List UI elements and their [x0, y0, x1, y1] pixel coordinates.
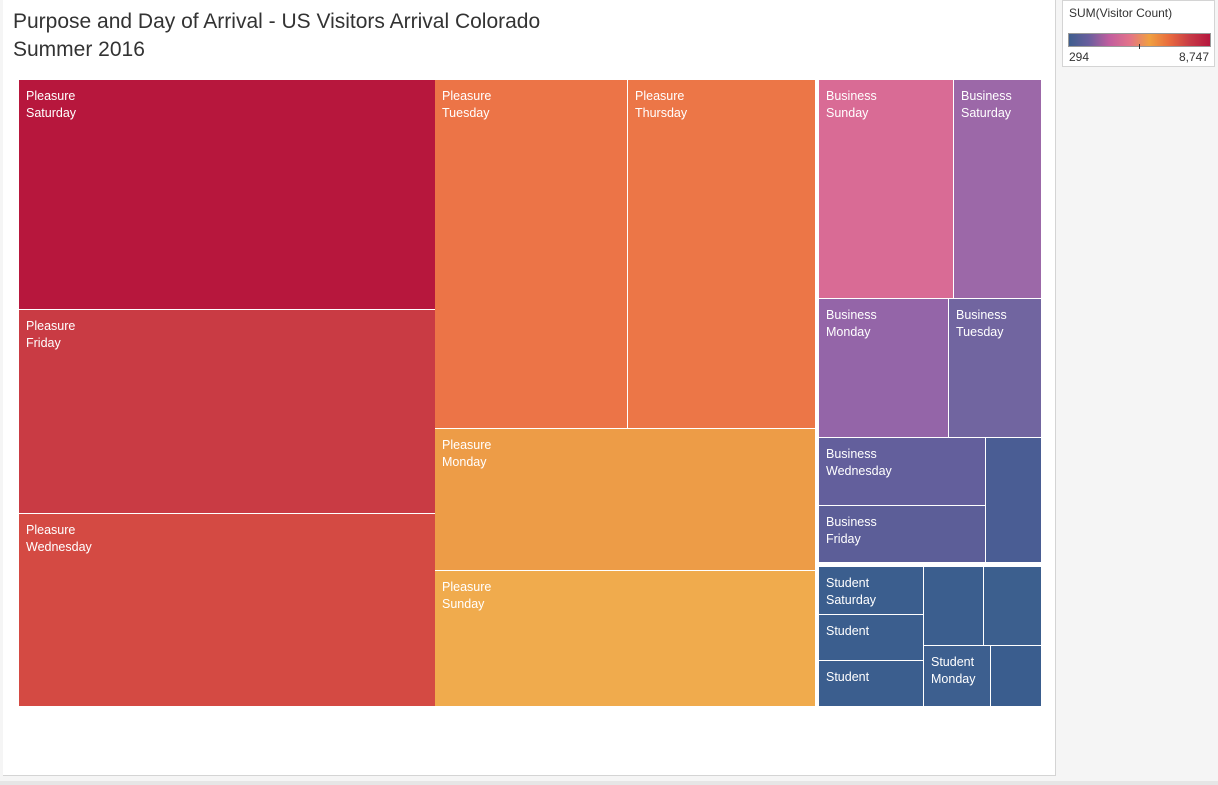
tile-label: Pleasure Wednesday [26, 523, 92, 554]
tile-label: Business Sunday [826, 89, 877, 120]
legend-midpoint-tick [1139, 44, 1140, 49]
chart-title: Purpose and Day of Arrival - US Visitors… [13, 10, 541, 61]
tile-business[interactable] [986, 438, 1041, 562]
legend-max-label: 8,747 [1178, 50, 1209, 64]
tile-student[interactable] [991, 646, 1041, 706]
tile-label: Pleasure Friday [26, 319, 76, 350]
tile-label: Business Monday [826, 308, 877, 339]
tile-label: Pleasure Monday [442, 438, 492, 469]
tile-student[interactable]: Student [819, 661, 923, 706]
bottom-scrollbar-track [0, 781, 1218, 785]
tile-student[interactable] [924, 567, 983, 645]
tile-label: Pleasure Thursday [635, 89, 688, 120]
tile-label: Student [826, 670, 870, 684]
tile-business-monday[interactable]: Business Monday [819, 299, 948, 437]
tile-student[interactable] [984, 567, 1041, 645]
tile-business-sunday[interactable]: Business Sunday [819, 80, 953, 298]
tile-student-monday[interactable]: Student Monday [924, 646, 990, 706]
legend-min-label: 294 [1069, 50, 1090, 64]
tile-pleasure-tuesday[interactable]: Pleasure Tuesday [435, 80, 627, 428]
tile-label: Student Saturday [826, 576, 877, 607]
tile-label: Pleasure Saturday [26, 89, 77, 120]
tile-pleasure-saturday[interactable]: Pleasure Saturday [19, 80, 435, 309]
treemap: Pleasure Saturday Pleasure Friday Pleasure… [3, 0, 1055, 775]
tile-pleasure-thursday[interactable]: Pleasure Thursday [628, 80, 815, 428]
tile-pleasure-monday[interactable]: Pleasure Monday [435, 429, 815, 570]
tile-pleasure-wednesday[interactable]: Pleasure Wednesday [19, 514, 435, 706]
legend-title: SUM(Visitor Count) [1069, 6, 1173, 20]
tile-label: Student Monday [931, 655, 976, 686]
color-legend: SUM(Visitor Count) 294 8,747 [1062, 0, 1215, 67]
tile-pleasure-friday[interactable]: Pleasure Friday [19, 310, 435, 513]
tile-label: Business Saturday [961, 89, 1012, 120]
tile-label: Pleasure Sunday [442, 580, 492, 611]
tile-pleasure-sunday[interactable]: Pleasure Sunday [435, 571, 815, 706]
tile-student-saturday[interactable]: Student Saturday [819, 567, 923, 614]
tile-business-friday[interactable]: Business Friday [819, 506, 985, 562]
tile-label: Pleasure Tuesday [442, 89, 492, 120]
tile-label: Student [826, 624, 870, 638]
tile-label: Business Wednesday [826, 447, 892, 478]
tile-student[interactable]: Student [819, 615, 923, 660]
treemap-panel: Purpose and Day of Arrival - US Visitors… [3, 0, 1056, 776]
tile-business-saturday[interactable]: Business Saturday [954, 80, 1041, 298]
tile-business-tuesday[interactable]: Business Tuesday [949, 299, 1041, 437]
tile-business-wednesday[interactable]: Business Wednesday [819, 438, 985, 505]
tile-label: Business Tuesday [956, 308, 1007, 339]
tile-label: Business Friday [826, 515, 877, 546]
